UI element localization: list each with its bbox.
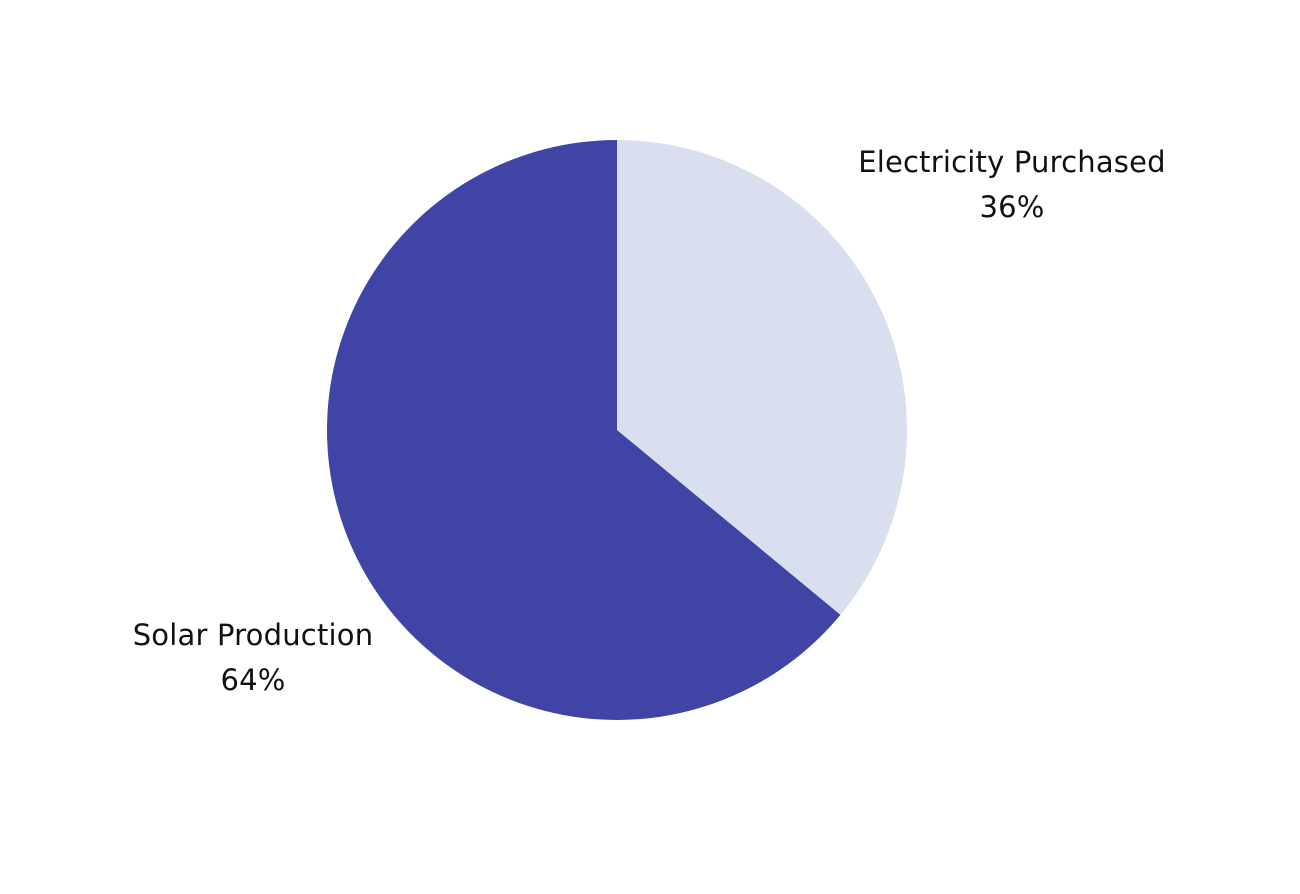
slice-label-name: Solar Production — [132, 618, 374, 652]
slice-label-value: 36% — [979, 190, 1045, 224]
slice-label-electricity-purchased: Electricity Purchased 36% — [832, 140, 1192, 230]
slice-label-value: 64% — [220, 663, 286, 697]
slice-label-solar-production: Solar Production 64% — [93, 613, 413, 703]
pie-slice-electricity-purchased — [617, 140, 907, 615]
pie-slice-solar-production — [327, 139, 841, 720]
slice-label-name: Electricity Purchased — [858, 145, 1166, 179]
